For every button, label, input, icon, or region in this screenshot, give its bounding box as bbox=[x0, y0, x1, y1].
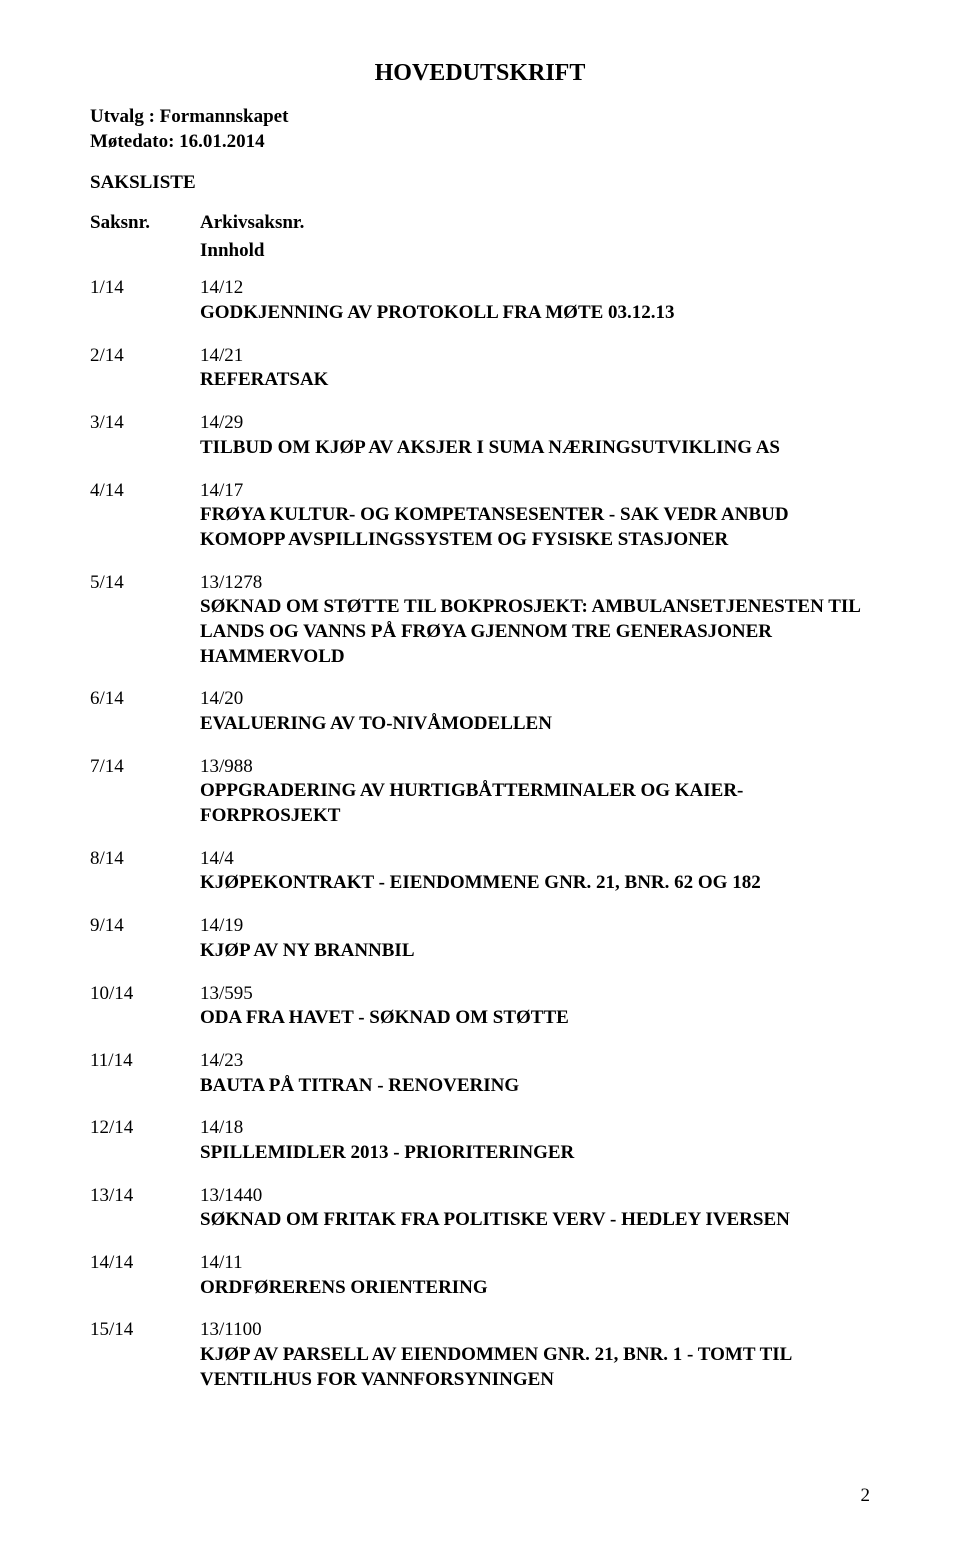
list-item: 7/1413/988OPPGRADERING AV HURTIGBÅTTERMI… bbox=[90, 755, 870, 829]
utvalg-label: Utvalg bbox=[90, 106, 144, 127]
item-title: TILBUD OM KJØP AV AKSJER I SUMA NÆRINGSU… bbox=[200, 437, 780, 458]
item-saksnr: 6/14 bbox=[90, 687, 200, 736]
list-item: 4/1414/17FRØYA KULTUR- OG KOMPETANSESENT… bbox=[90, 479, 870, 553]
item-body: 14/12GODKJENNING AV PROTOKOLL FRA MØTE 0… bbox=[200, 276, 870, 325]
list-item: 13/1413/1440SØKNAD OM FRITAK FRA POLITIS… bbox=[90, 1184, 870, 1233]
item-saksnr: 13/14 bbox=[90, 1184, 200, 1233]
list-item: 3/1414/29TILBUD OM KJØP AV AKSJER I SUMA… bbox=[90, 411, 870, 460]
item-arkiv: 14/4 bbox=[200, 847, 870, 872]
item-body: 13/595ODA FRA HAVET - SØKNAD OM STØTTE bbox=[200, 982, 870, 1031]
item-title: KJØPEKONTRAKT - EIENDOMMENE GNR. 21, BNR… bbox=[200, 872, 761, 893]
list-item: 1/1414/12GODKJENNING AV PROTOKOLL FRA MØ… bbox=[90, 276, 870, 325]
item-body: 14/20EVALUERING AV TO-NIVÅMODELLEN bbox=[200, 687, 870, 736]
item-arkiv: 13/1440 bbox=[200, 1184, 870, 1209]
item-saksnr: 2/14 bbox=[90, 344, 200, 393]
item-body: 14/4KJØPEKONTRAKT - EIENDOMMENE GNR. 21,… bbox=[200, 847, 870, 896]
item-saksnr: 10/14 bbox=[90, 982, 200, 1031]
page-number: 2 bbox=[861, 1485, 871, 1507]
column-headers: Saksnr. Arkivsaksnr. bbox=[90, 212, 870, 234]
item-body: 14/19KJØP AV NY BRANNBIL bbox=[200, 914, 870, 963]
item-title: OPPGRADERING AV HURTIGBÅTTERMINALER OG K… bbox=[200, 780, 743, 826]
item-arkiv: 14/11 bbox=[200, 1251, 870, 1276]
item-title: BAUTA PÅ TITRAN - RENOVERING bbox=[200, 1075, 519, 1096]
list-item: 2/1414/21REFERATSAK bbox=[90, 344, 870, 393]
item-title: GODKJENNING AV PROTOKOLL FRA MØTE 03.12.… bbox=[200, 302, 675, 323]
item-arkiv: 13/1100 bbox=[200, 1318, 870, 1343]
item-saksnr: 15/14 bbox=[90, 1318, 200, 1392]
utvalg-line: Utvalg : Formannskapet bbox=[90, 105, 870, 130]
item-saksnr: 5/14 bbox=[90, 571, 200, 670]
utvalg-value: Formannskapet bbox=[160, 106, 289, 127]
items-list: 1/1414/12GODKJENNING AV PROTOKOLL FRA MØ… bbox=[90, 276, 870, 1392]
motedato-value: 16.01.2014 bbox=[179, 131, 265, 152]
item-saksnr: 8/14 bbox=[90, 847, 200, 896]
item-title: ORDFØRERENS ORIENTERING bbox=[200, 1277, 488, 1298]
item-arkiv: 14/23 bbox=[200, 1049, 870, 1074]
item-body: 14/21REFERATSAK bbox=[200, 344, 870, 393]
item-arkiv: 14/19 bbox=[200, 914, 870, 939]
item-body: 13/1278SØKNAD OM STØTTE TIL BOKPROSJEKT:… bbox=[200, 571, 870, 670]
item-arkiv: 13/988 bbox=[200, 755, 870, 780]
item-title: REFERATSAK bbox=[200, 369, 328, 390]
item-saksnr: 1/14 bbox=[90, 276, 200, 325]
item-saksnr: 12/14 bbox=[90, 1116, 200, 1165]
motedato-line: Møtedato: 16.01.2014 bbox=[90, 130, 870, 155]
list-item: 12/1414/18SPILLEMIDLER 2013 - PRIORITERI… bbox=[90, 1116, 870, 1165]
item-arkiv: 14/20 bbox=[200, 687, 870, 712]
item-body: 14/29TILBUD OM KJØP AV AKSJER I SUMA NÆR… bbox=[200, 411, 870, 460]
list-item: 5/1413/1278SØKNAD OM STØTTE TIL BOKPROSJ… bbox=[90, 571, 870, 670]
item-saksnr: 9/14 bbox=[90, 914, 200, 963]
item-arkiv: 14/17 bbox=[200, 479, 870, 504]
item-body: 14/18SPILLEMIDLER 2013 - PRIORITERINGER bbox=[200, 1116, 870, 1165]
item-arkiv: 14/21 bbox=[200, 344, 870, 369]
item-saksnr: 4/14 bbox=[90, 479, 200, 553]
item-title: KJØP AV PARSELL AV EIENDOMMEN GNR. 21, B… bbox=[200, 1344, 791, 1390]
item-title: SØKNAD OM STØTTE TIL BOKPROSJEKT: AMBULA… bbox=[200, 596, 860, 666]
item-saksnr: 3/14 bbox=[90, 411, 200, 460]
sakliste-label: SAKSLISTE bbox=[90, 172, 870, 194]
item-title: FRØYA KULTUR- OG KOMPETANSESENTER - SAK … bbox=[200, 504, 789, 550]
item-title: SØKNAD OM FRITAK FRA POLITISKE VERV - HE… bbox=[200, 1209, 790, 1230]
item-arkiv: 14/12 bbox=[200, 276, 870, 301]
header-arkiv: Arkivsaksnr. bbox=[200, 212, 870, 234]
item-body: 14/23BAUTA PÅ TITRAN - RENOVERING bbox=[200, 1049, 870, 1098]
item-body: 14/17FRØYA KULTUR- OG KOMPETANSESENTER -… bbox=[200, 479, 870, 553]
list-item: 9/1414/19KJØP AV NY BRANNBIL bbox=[90, 914, 870, 963]
item-title: ODA FRA HAVET - SØKNAD OM STØTTE bbox=[200, 1007, 569, 1028]
item-body: 13/1100KJØP AV PARSELL AV EIENDOMMEN GNR… bbox=[200, 1318, 870, 1392]
list-item: 11/1414/23BAUTA PÅ TITRAN - RENOVERING bbox=[90, 1049, 870, 1098]
list-item: 15/1413/1100KJØP AV PARSELL AV EIENDOMME… bbox=[90, 1318, 870, 1392]
list-item: 10/1413/595ODA FRA HAVET - SØKNAD OM STØ… bbox=[90, 982, 870, 1031]
item-saksnr: 7/14 bbox=[90, 755, 200, 829]
header-saksnr: Saksnr. bbox=[90, 212, 200, 234]
list-item: 8/1414/4KJØPEKONTRAKT - EIENDOMMENE GNR.… bbox=[90, 847, 870, 896]
header-innhold: Innhold bbox=[200, 240, 870, 262]
list-item: 14/1414/11ORDFØRERENS ORIENTERING bbox=[90, 1251, 870, 1300]
item-body: 14/11ORDFØRERENS ORIENTERING bbox=[200, 1251, 870, 1300]
item-body: 13/988OPPGRADERING AV HURTIGBÅTTERMINALE… bbox=[200, 755, 870, 829]
item-title: KJØP AV NY BRANNBIL bbox=[200, 940, 415, 961]
item-saksnr: 11/14 bbox=[90, 1049, 200, 1098]
list-item: 6/1414/20EVALUERING AV TO-NIVÅMODELLEN bbox=[90, 687, 870, 736]
item-title: EVALUERING AV TO-NIVÅMODELLEN bbox=[200, 713, 552, 734]
item-arkiv: 14/18 bbox=[200, 1116, 870, 1141]
item-arkiv: 13/595 bbox=[200, 982, 870, 1007]
motedato-label: Møtedato: bbox=[90, 131, 174, 152]
item-title: SPILLEMIDLER 2013 - PRIORITERINGER bbox=[200, 1142, 574, 1163]
document-title: HOVEDUTSKRIFT bbox=[90, 60, 870, 87]
item-arkiv: 14/29 bbox=[200, 411, 870, 436]
item-saksnr: 14/14 bbox=[90, 1251, 200, 1300]
item-body: 13/1440SØKNAD OM FRITAK FRA POLITISKE VE… bbox=[200, 1184, 870, 1233]
item-arkiv: 13/1278 bbox=[200, 571, 870, 596]
